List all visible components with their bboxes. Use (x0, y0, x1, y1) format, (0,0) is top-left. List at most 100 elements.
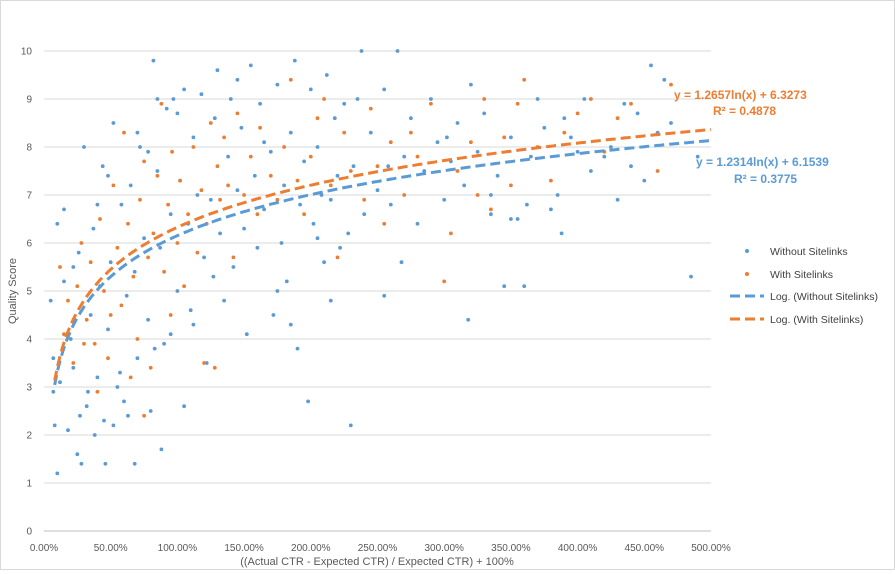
x-tick-label: 500.00% (691, 543, 731, 554)
equation-with-sitelinks: y = 1.2657ln(x) + 6.3273 (674, 88, 807, 102)
point-without-sitelinks (52, 423, 57, 428)
point-without-sitelinks (351, 164, 356, 169)
point-with-sitelinks (170, 149, 175, 154)
point-without-sitelinks (382, 293, 387, 298)
point-without-sitelinks (95, 375, 100, 380)
point-with-sitelinks (148, 365, 153, 370)
point-without-sitelinks (489, 193, 493, 197)
x-tick-labels: 0.00% 50.00% 100.00% 150.00% 200.00% 250.00% 3… (30, 543, 731, 554)
point-with-sitelinks (415, 154, 420, 159)
point-without-sitelinks (171, 97, 176, 101)
point-with-sitelinks (502, 135, 507, 140)
point-with-sitelinks (562, 130, 567, 135)
point-with-sitelinks (182, 284, 187, 289)
point-with-sitelinks (509, 183, 513, 188)
point-without-sitelinks (328, 197, 333, 202)
point-without-sitelinks (132, 461, 137, 466)
point-without-sitelinks (582, 97, 587, 101)
point-without-sitelinks (182, 87, 187, 92)
point-with-sitelinks (95, 389, 100, 394)
point-without-sitelinks (258, 101, 262, 106)
point-without-sitelinks (226, 154, 231, 159)
point-with-sitelinks (191, 145, 196, 149)
y-tick-label: 6 (26, 239, 32, 250)
point-without-sitelinks (409, 116, 413, 121)
point-with-sitelinks (515, 101, 520, 106)
point-with-sitelinks (175, 241, 180, 245)
point-without-sitelinks (92, 433, 97, 437)
point-with-sitelinks (388, 140, 393, 145)
x-tick-label: 150.00% (224, 543, 264, 554)
x-tick-label: 400.00% (558, 543, 598, 554)
point-with-sitelinks (162, 269, 167, 274)
point-without-sitelinks (502, 284, 507, 289)
point-without-sitelinks (469, 82, 473, 87)
point-with-sitelinks (455, 169, 460, 173)
point-with-sitelinks (242, 193, 247, 197)
point-without-sitelinks (338, 245, 342, 250)
point-without-sitelinks (111, 121, 116, 125)
y-tick-label: 2 (26, 431, 32, 442)
point-with-sitelinks (275, 197, 280, 202)
point-without-sitelinks (142, 236, 147, 241)
point-without-sitelinks (275, 82, 280, 87)
point-without-sitelinks (642, 178, 647, 183)
point-with-sitelinks (302, 212, 306, 217)
point-with-sitelinks (66, 298, 70, 303)
y-tick-label: 3 (26, 383, 32, 394)
point-with-sitelinks (549, 178, 553, 183)
point-with-sitelinks (92, 341, 97, 346)
point-without-sitelinks (158, 245, 163, 250)
point-with-sitelinks (111, 183, 116, 188)
point-with-sitelinks (322, 97, 326, 101)
legend-label-log-with-sitelinks: Log. (With Sitelinks) (770, 314, 863, 326)
point-without-sitelinks (435, 140, 440, 145)
point-without-sitelinks (382, 87, 387, 92)
point-without-sitelinks (311, 221, 316, 226)
trendlines (53, 128, 712, 386)
point-without-sitelinks (146, 317, 151, 322)
point-without-sitelinks (388, 202, 393, 207)
point-with-sitelinks (98, 217, 102, 221)
point-without-sitelinks (262, 207, 266, 212)
point-without-sitelinks (319, 193, 324, 197)
x-tick-label: 200.00% (291, 543, 331, 554)
point-without-sitelinks (525, 202, 529, 207)
point-without-sitelinks (146, 149, 151, 154)
point-without-sitelinks (589, 169, 593, 173)
r2-without-sitelinks: R² = 0.3775 (734, 172, 797, 186)
point-with-sitelinks (348, 169, 353, 173)
y-tick-label: 5 (26, 287, 32, 298)
point-without-sitelinks (51, 356, 56, 361)
point-without-sitelinks (549, 207, 553, 212)
point-with-sitelinks (231, 255, 236, 260)
legend-label-log-without-sitelinks: Log. (Without Sitelinks) (770, 291, 878, 303)
point-without-sitelinks (128, 183, 133, 188)
point-without-sitelinks (509, 135, 513, 140)
point-without-sitelinks (48, 298, 53, 303)
point-with-sitelinks (88, 260, 93, 265)
point-with-sitelinks (362, 197, 367, 202)
point-without-sitelinks (202, 255, 207, 260)
point-with-sitelinks (142, 413, 147, 418)
point-without-sitelinks (86, 389, 90, 394)
point-without-sitelinks (195, 193, 200, 197)
point-without-sitelinks (79, 461, 84, 466)
point-without-sitelinks (191, 135, 196, 140)
point-with-sitelinks (218, 197, 223, 202)
point-with-sitelinks (62, 332, 66, 337)
point-without-sitelinks (429, 97, 433, 101)
point-without-sitelinks (162, 341, 167, 346)
trendline-with-sitelinks (53, 128, 712, 381)
legend-label-with-sitelinks: With Sitelinks (770, 269, 833, 281)
point-with-sitelinks (168, 313, 173, 317)
point-without-sitelinks (662, 77, 667, 82)
y-tick-label: 10 (21, 47, 33, 58)
point-without-sitelinks (615, 197, 620, 202)
point-without-sitelinks (66, 428, 70, 433)
point-without-sitelinks (248, 63, 253, 68)
x-tick-label: 250.00% (358, 543, 398, 554)
point-with-sitelinks (151, 231, 156, 236)
point-without-sitelinks (168, 212, 173, 217)
